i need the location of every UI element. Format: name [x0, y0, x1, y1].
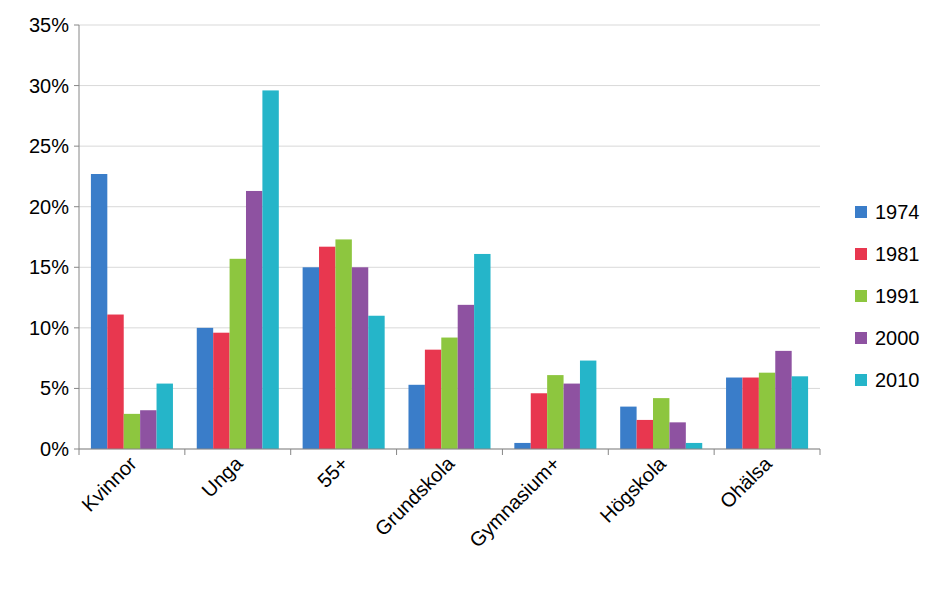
y-tick: [74, 388, 79, 389]
bar: [759, 373, 775, 449]
y-tick-label: 20%: [29, 196, 69, 218]
x-tick-label: Grundskola: [370, 452, 458, 540]
y-tick-label: 35%: [29, 14, 69, 36]
bar: [425, 350, 441, 449]
bar: [107, 315, 123, 449]
legend-swatch: [855, 374, 867, 386]
y-tick-label: 10%: [29, 317, 69, 339]
y-tick: [74, 449, 79, 450]
grid-line: [79, 206, 820, 207]
bar: [213, 333, 229, 449]
grid-line: [79, 267, 820, 268]
y-tick: [74, 327, 79, 328]
y-tick-label: 0%: [40, 438, 69, 460]
y-tick: [74, 206, 79, 207]
bar: [547, 375, 563, 449]
bar: [726, 378, 742, 449]
bar: [319, 247, 335, 449]
x-tick-label: Unga: [197, 452, 247, 502]
y-tick: [74, 267, 79, 268]
bar: [653, 398, 669, 449]
y-tick-label: 15%: [29, 256, 69, 278]
bar: [335, 239, 351, 449]
y-tick-label: 30%: [29, 75, 69, 97]
bar: [564, 384, 580, 449]
bar: [140, 410, 156, 449]
bar: [368, 316, 384, 449]
chart: 0% 5% 10% 15% 20% 25% 30% 35% Kvinnor Unga 55+ Grun…: [0, 0, 947, 594]
bar: [474, 254, 490, 449]
legend-swatch: [855, 206, 867, 218]
bar: [792, 376, 808, 449]
x-tick: [290, 449, 291, 455]
legend-swatch: [855, 332, 867, 344]
x-tick: [714, 449, 715, 455]
x-tick: [820, 449, 821, 455]
x-tick-label: Ohälsa: [716, 452, 777, 513]
y-tick-label: 25%: [29, 135, 69, 157]
bar: [408, 385, 424, 449]
bar: [91, 174, 107, 449]
x-tick: [608, 449, 609, 455]
bar: [230, 259, 246, 449]
x-tick-label: Gymnasium+: [465, 452, 564, 551]
x-tick: [396, 449, 397, 455]
y-axis: [79, 25, 80, 449]
grid-line: [79, 327, 820, 328]
x-tick-label: 55+: [313, 452, 353, 492]
y-tick: [74, 146, 79, 147]
x-tick: [184, 449, 185, 455]
legend-label: 2000: [875, 327, 920, 349]
legend-label: 1981: [875, 243, 920, 265]
bar: [742, 378, 758, 449]
legend-swatch: [855, 290, 867, 302]
y-tick-label: 5%: [40, 377, 69, 399]
x-tick: [79, 449, 80, 455]
bar: [197, 328, 213, 449]
bar: [637, 420, 653, 449]
x-tick: [502, 449, 503, 455]
grid-line: [79, 146, 820, 147]
bar: [262, 90, 278, 449]
bar: [620, 407, 636, 449]
legend-label: 1991: [875, 285, 920, 307]
grid-line: [79, 25, 820, 26]
bar: [686, 443, 702, 449]
x-axis: [79, 449, 820, 450]
x-tick-label: Högskola: [596, 452, 671, 527]
bar: [669, 422, 685, 449]
bars: [91, 90, 808, 449]
legend-swatch: [855, 248, 867, 260]
legend-label: 1974: [875, 201, 920, 223]
bar: [514, 443, 530, 449]
bar: [441, 338, 457, 449]
x-tick-label: Kvinnor: [77, 452, 141, 516]
y-tick: [74, 25, 79, 26]
bar: [303, 267, 319, 449]
bar: [458, 305, 474, 449]
bar: [124, 414, 140, 449]
bar: [246, 191, 262, 449]
grid-line: [79, 85, 820, 86]
grid-line: [79, 449, 820, 450]
bar: [531, 393, 547, 449]
legend-label: 2010: [875, 369, 920, 391]
bar: [157, 384, 173, 449]
y-tick: [74, 85, 79, 86]
bar: [775, 351, 791, 449]
bar: [352, 267, 368, 449]
bar: [580, 361, 596, 449]
